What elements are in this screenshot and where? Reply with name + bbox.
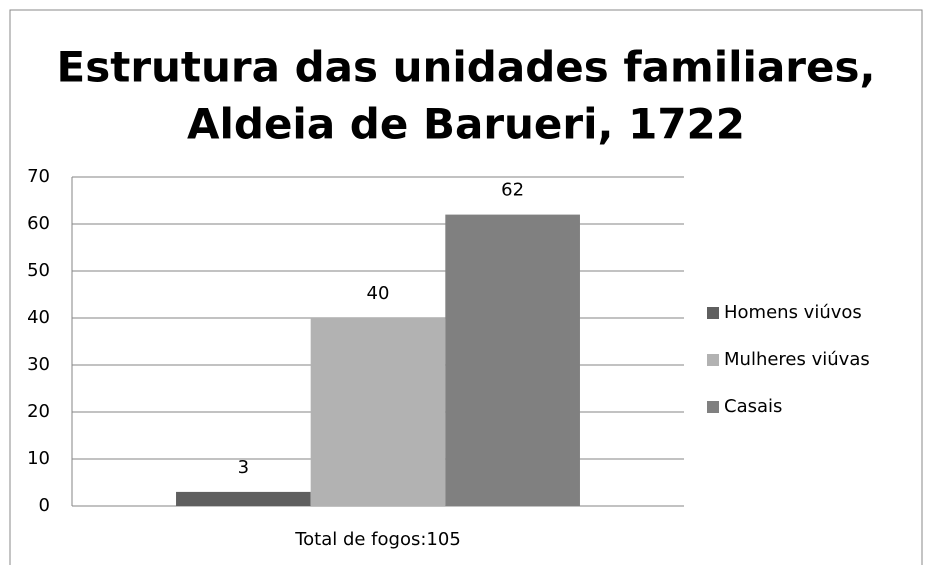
legend-swatch [707,354,719,366]
y-tick-label: 0 [39,495,50,516]
chart-title: Aldeia de Barueri, 1722 [187,100,745,149]
data-label: 62 [501,180,524,201]
bar [310,318,446,506]
legend-label: Mulheres viúvas [724,349,870,370]
y-tick-label: 70 [27,166,50,187]
bar [176,491,311,506]
legend-swatch [707,401,719,413]
y-tick-label: 40 [27,307,50,328]
y-tick-label: 30 [27,354,50,375]
y-tick-label: 20 [27,401,50,422]
legend-label: Homens viúvos [724,302,862,323]
bar [445,214,580,506]
legend-swatch [707,307,719,319]
y-tick-label: 10 [27,448,50,469]
y-tick-label: 60 [27,213,50,234]
legend-label: Casais [724,396,782,417]
y-tick-label: 50 [27,260,50,281]
data-label: 40 [367,283,390,304]
data-label: 3 [238,457,249,478]
chart-title: Estrutura das unidades familiares, [57,43,876,92]
x-tick-label: Total de fogos:105 [294,529,461,550]
